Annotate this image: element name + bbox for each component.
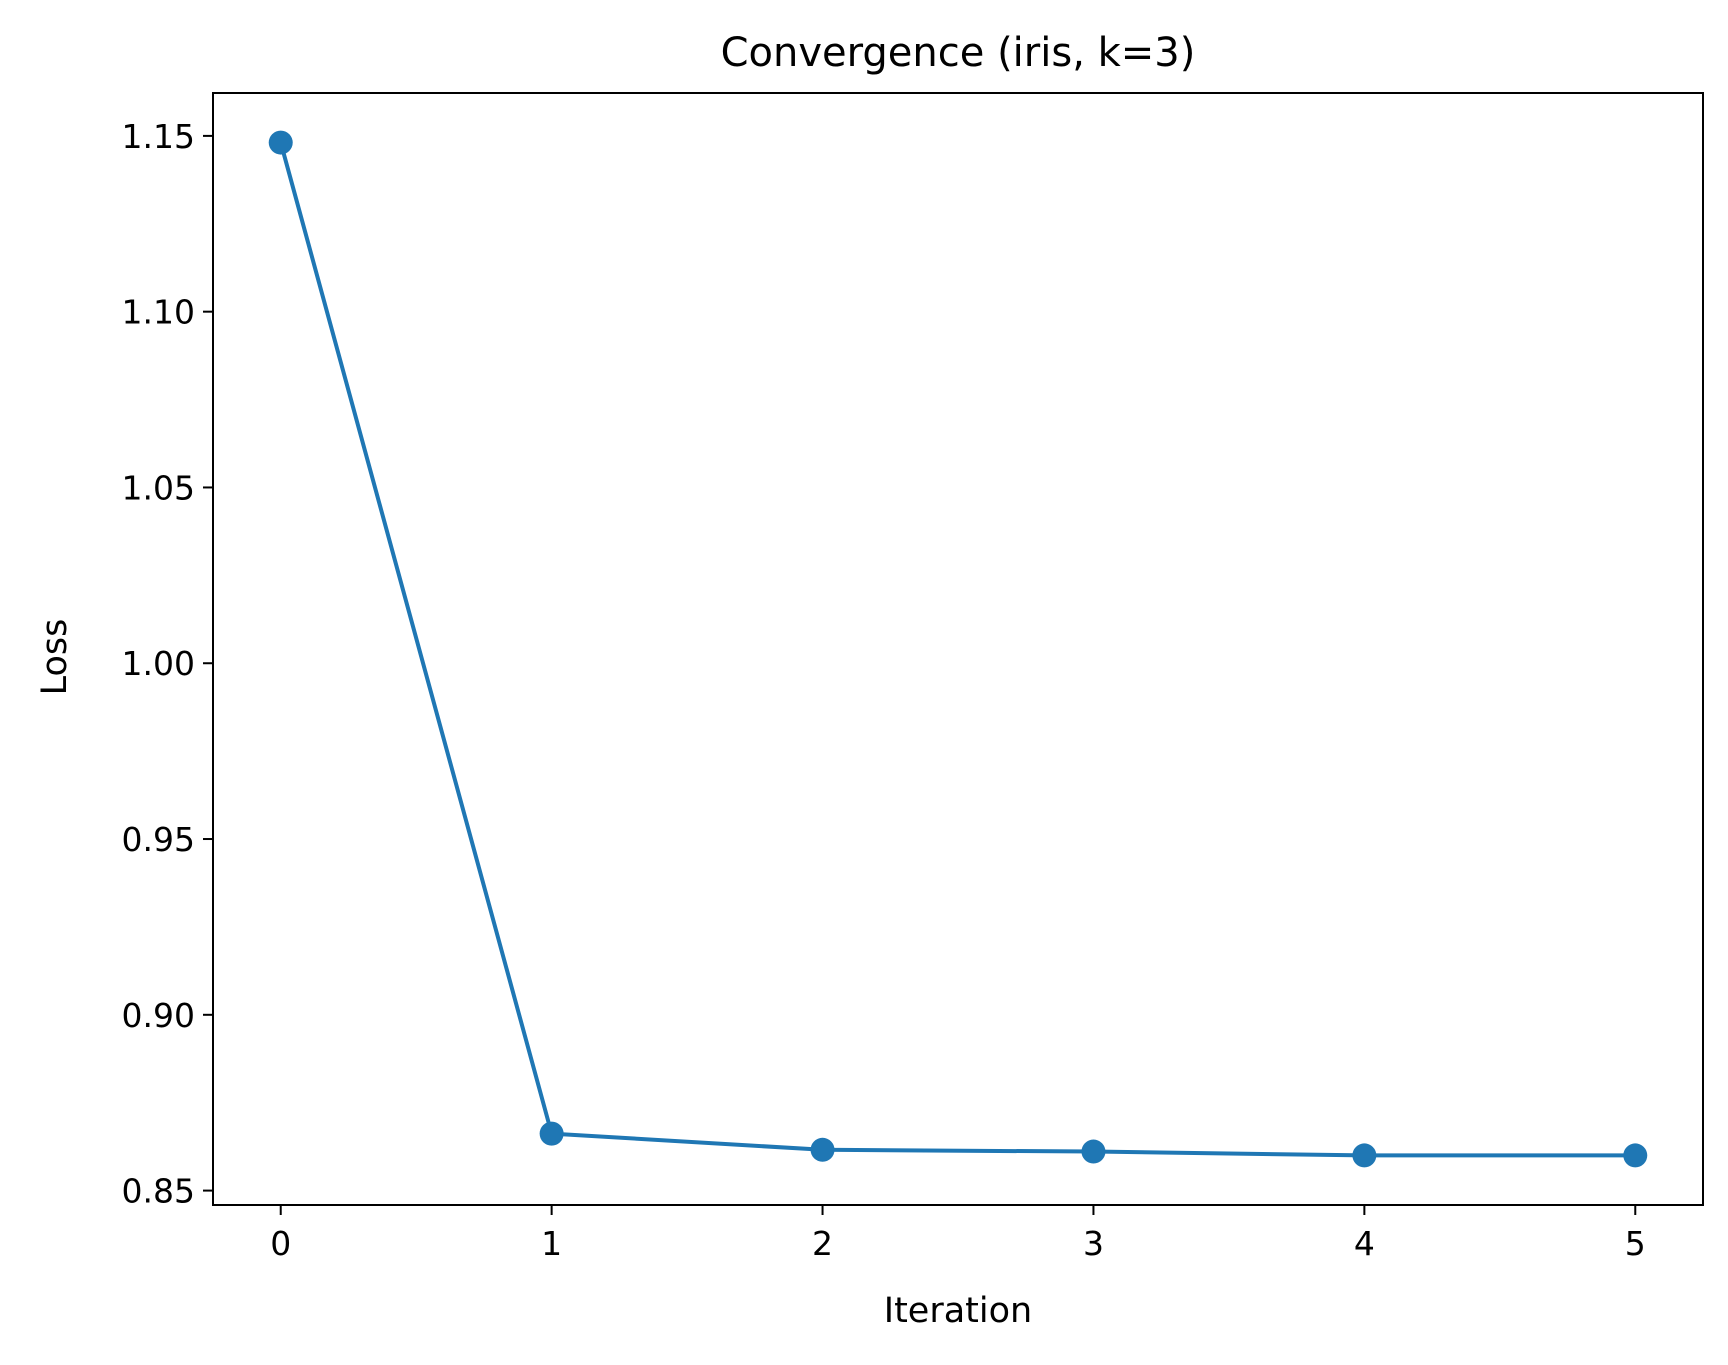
y-tick-label: 1.00 <box>122 644 195 683</box>
x-axis-label: Iteration <box>884 1291 1032 1331</box>
y-tick-label: 1.05 <box>122 468 195 507</box>
x-tick-label: 4 <box>1354 1224 1375 1263</box>
x-tick-label: 2 <box>812 1224 833 1263</box>
y-axis-label: Loss <box>35 619 75 696</box>
data-point <box>1623 1143 1648 1168</box>
data-point <box>539 1121 564 1146</box>
chart-title: Convergence (iris, k=3) <box>721 30 1196 76</box>
plot-area: 0 1 2 3 4 5 0.85 0.90 0.95 1.00 1.05 1.10 1.15 <box>122 92 1704 1263</box>
data-point <box>810 1137 835 1162</box>
axes-frame <box>212 92 1704 1206</box>
data-point <box>1081 1139 1106 1164</box>
series-line <box>278 142 1636 1158</box>
x-tick-label: 3 <box>1083 1224 1104 1263</box>
x-tick-label: 0 <box>270 1224 291 1263</box>
x-tick-label: 5 <box>1625 1224 1646 1263</box>
y-tick-label: 1.15 <box>122 117 195 156</box>
y-tick-label: 0.85 <box>122 1172 195 1211</box>
data-point <box>1352 1143 1377 1168</box>
data-point <box>268 130 293 155</box>
y-tick-label: 0.90 <box>122 996 195 1035</box>
x-tick-label: 1 <box>541 1224 562 1263</box>
y-tick-label: 1.10 <box>122 293 195 332</box>
y-tick-label: 0.95 <box>122 820 195 859</box>
